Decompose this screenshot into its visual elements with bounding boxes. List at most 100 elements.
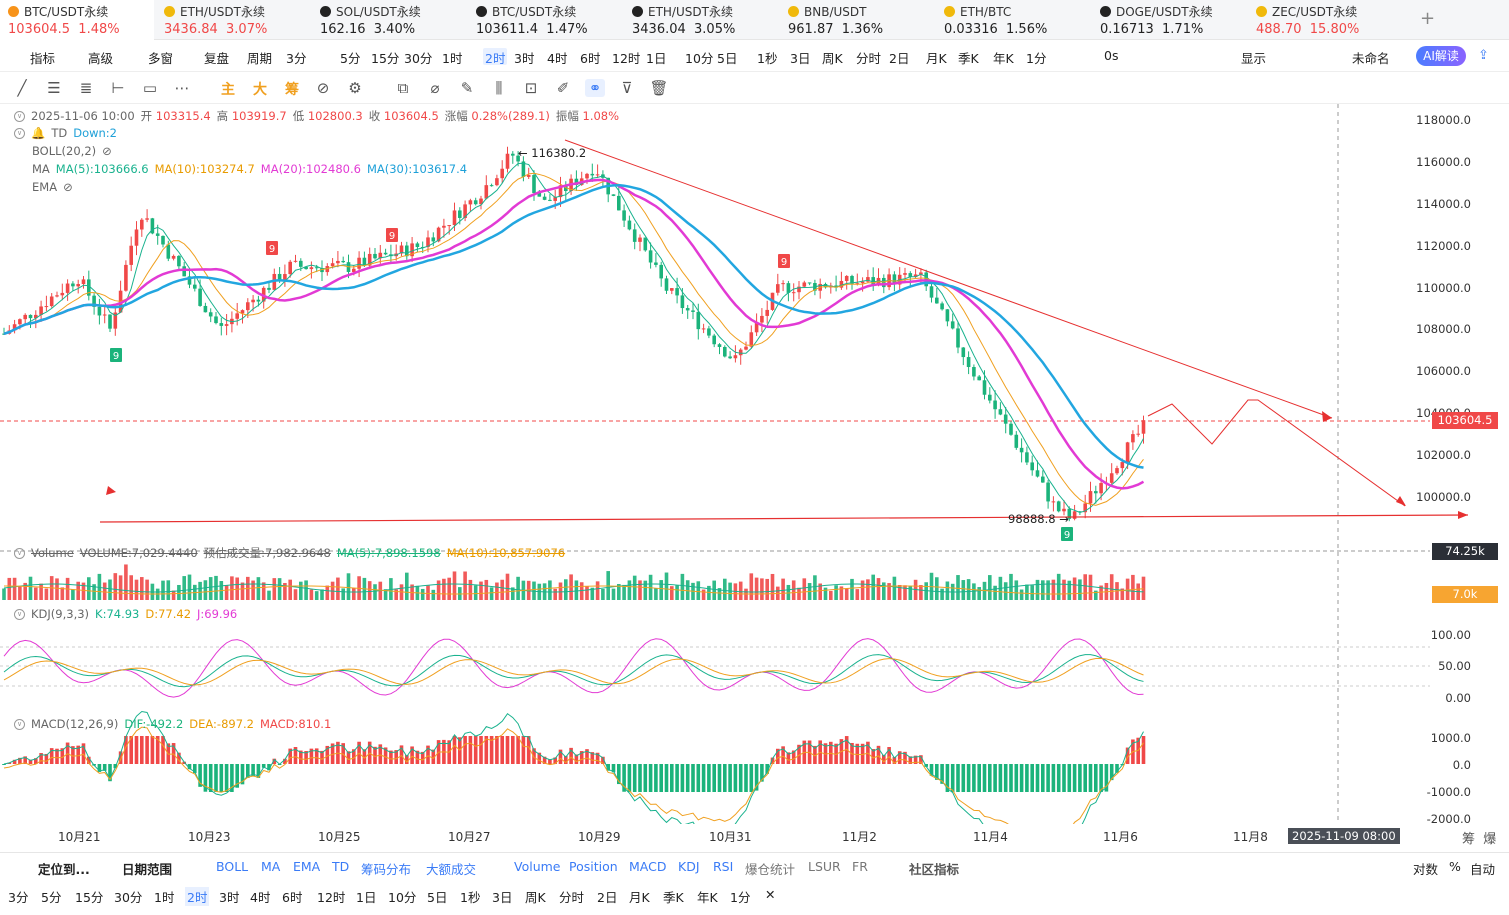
- symbol-tab[interactable]: ETH/USDT永续 3436.04 3.05%: [624, 0, 778, 40]
- toolbar-item[interactable]: 1分: [1026, 51, 1047, 66]
- hline-tool-icon[interactable]: ☰: [47, 79, 61, 97]
- rect-tool-icon[interactable]: ▭: [142, 79, 158, 97]
- toolbar-item[interactable]: 周期: [247, 51, 273, 66]
- hidden-eye-icon[interactable]: ⊘: [102, 144, 112, 158]
- ruler-icon[interactable]: ⌀: [430, 79, 440, 97]
- interval-item[interactable]: 1分: [730, 890, 751, 905]
- toolbar-item[interactable]: 未命名: [1352, 51, 1390, 66]
- parallel-tool-icon[interactable]: ≣: [79, 79, 93, 97]
- toolbar-item[interactable]: 指标: [30, 51, 56, 66]
- symbol-tab[interactable]: ETH/USDT永续 3436.84 3.07%: [156, 0, 310, 40]
- toolbar-item[interactable]: 周K: [822, 51, 843, 66]
- toolbar-item[interactable]: 季K: [958, 51, 979, 66]
- interval-item[interactable]: 6时: [282, 890, 303, 905]
- interval-item[interactable]: 月K: [629, 890, 650, 905]
- toolbar-item[interactable]: 2日: [889, 51, 910, 66]
- indicator-toggle[interactable]: Position: [569, 859, 618, 874]
- date-range-button[interactable]: 日期范围: [122, 862, 173, 877]
- toolbar-item[interactable]: 30分: [404, 51, 433, 66]
- lock-icon[interactable]: ⊡: [524, 79, 538, 97]
- interval-item[interactable]: 1秒: [460, 890, 481, 905]
- symbol-tab[interactable]: BNB/USDT 961.87 1.36%: [780, 0, 934, 40]
- link-icon[interactable]: ⚭: [585, 79, 605, 97]
- symbol-tab[interactable]: SOL/USDT永续 162.16 3.40%: [312, 0, 466, 40]
- toolbar-item[interactable]: 4时: [547, 51, 568, 66]
- indicator-toggle[interactable]: LSUR: [808, 859, 841, 874]
- symbol-tab[interactable]: DOGE/USDT永续 0.16713 1.71%: [1092, 0, 1246, 40]
- toolbar-item[interactable]: 5分: [340, 51, 361, 66]
- interval-item[interactable]: 周K: [525, 890, 546, 905]
- toolbar-item[interactable]: 1时: [442, 51, 463, 66]
- symbol-tab[interactable]: BTC/USDT永续 103611.4 1.47%: [468, 0, 622, 40]
- indicator-toggle[interactable]: 筹码分布: [361, 862, 412, 877]
- interval-item[interactable]: 10分: [388, 890, 417, 905]
- toolbar-item[interactable]: 10分: [685, 51, 714, 66]
- toolbar-item[interactable]: 12时: [612, 51, 641, 66]
- toolbar-item[interactable]: 分时: [856, 51, 882, 66]
- interval-item[interactable]: 季K: [663, 890, 684, 905]
- indicator-toggle[interactable]: Volume: [514, 859, 561, 874]
- chart-area[interactable]: ← 116380.2 98888.8 → 9 9 9 9 9: [0, 104, 1509, 824]
- toolbar-item[interactable]: 1日: [646, 51, 667, 66]
- axis-mode-toggle[interactable]: 对数: [1413, 862, 1439, 877]
- interval-item[interactable]: 1日: [356, 890, 377, 905]
- main-tool-button[interactable]: 主: [221, 82, 235, 98]
- close-icon[interactable]: ✕: [765, 887, 776, 902]
- toolbar-item[interactable]: 3日: [790, 51, 811, 66]
- symbol-tab[interactable]: ETH/BTC 0.03316 1.56%: [936, 0, 1090, 40]
- add-tab-icon[interactable]: +: [1420, 8, 1436, 29]
- magnet-icon[interactable]: ⊘: [316, 79, 330, 97]
- ai-interpret-button[interactable]: AI解读: [1416, 46, 1466, 66]
- interval-item[interactable]: 年K: [697, 890, 718, 905]
- toolbar-item[interactable]: 高级: [88, 51, 114, 66]
- toolbar-item[interactable]: 15分: [371, 51, 400, 66]
- copy-icon[interactable]: ⧉: [397, 79, 409, 97]
- symbol-tab[interactable]: ZEC/USDT永续 488.70 15.80%: [1248, 0, 1402, 40]
- indicator-toggle[interactable]: BOLL: [216, 859, 249, 874]
- toolbar-item[interactable]: 5日: [717, 51, 738, 66]
- share-icon[interactable]: ⇪: [1478, 48, 1489, 63]
- interval-item[interactable]: 30分: [114, 890, 143, 905]
- interval-item[interactable]: 3日: [492, 890, 513, 905]
- interval-item[interactable]: 分时: [559, 890, 585, 905]
- filter-icon[interactable]: ⊽: [621, 79, 633, 97]
- interval-item[interactable]: 12时: [317, 890, 346, 905]
- toolbar-item[interactable]: 6时: [580, 51, 601, 66]
- toolbar-item[interactable]: 1秒: [757, 51, 778, 66]
- toolbar-item[interactable]: 显示: [1241, 51, 1267, 66]
- toolbar-item[interactable]: 月K: [926, 51, 947, 66]
- candle-tool-icon[interactable]: ⫼: [495, 79, 503, 97]
- indicator-toggle[interactable]: 爆仓统计: [745, 862, 796, 877]
- interval-item[interactable]: 2日: [597, 890, 618, 905]
- pen-icon[interactable]: ✎: [460, 79, 474, 97]
- toolbar-item[interactable]: 多窗: [148, 51, 174, 66]
- indicator-toggle[interactable]: 大额成交: [426, 862, 477, 877]
- trash-icon[interactable]: 🗑: [649, 79, 669, 97]
- indicator-toggle[interactable]: TD: [332, 859, 350, 874]
- chips-tool-button[interactable]: 筹: [285, 82, 299, 98]
- interval-item[interactable]: 3分: [8, 890, 29, 905]
- symbol-tab[interactable]: BTC/USDT永续 103604.5 1.48%: [0, 0, 154, 40]
- interval-item[interactable]: 15分: [75, 890, 104, 905]
- more-tools-icon[interactable]: ⋯: [174, 79, 190, 97]
- zoom-icon[interactable]: 筹 爆: [1462, 832, 1497, 847]
- indicator-toggle[interactable]: MACD: [629, 859, 667, 874]
- toolbar-item[interactable]: 复盘: [204, 51, 230, 66]
- interval-item[interactable]: 5日: [427, 890, 448, 905]
- fib-icon[interactable]: ⚙: [348, 79, 362, 97]
- indicator-toggle[interactable]: RSI: [713, 859, 734, 874]
- toolbar-item[interactable]: 年K: [993, 51, 1014, 66]
- toolbar-item[interactable]: 3时: [514, 51, 535, 66]
- indicator-toggle[interactable]: FR: [852, 859, 868, 874]
- ray-tool-icon[interactable]: ⊢: [111, 79, 125, 97]
- interval-item[interactable]: 1时: [154, 890, 175, 905]
- interval-item[interactable]: 2时: [185, 887, 210, 906]
- indicator-toggle[interactable]: MA: [261, 859, 281, 874]
- indicator-toggle[interactable]: 社区指标: [909, 862, 960, 877]
- trendline-tool-icon[interactable]: ╱: [17, 79, 27, 97]
- axis-mode-toggle[interactable]: %: [1449, 859, 1461, 874]
- interval-item[interactable]: 4时: [250, 890, 271, 905]
- locate-button[interactable]: 定位到...: [38, 862, 90, 877]
- indicator-toggle[interactable]: EMA: [293, 859, 321, 874]
- edit-icon[interactable]: ✐: [556, 79, 570, 97]
